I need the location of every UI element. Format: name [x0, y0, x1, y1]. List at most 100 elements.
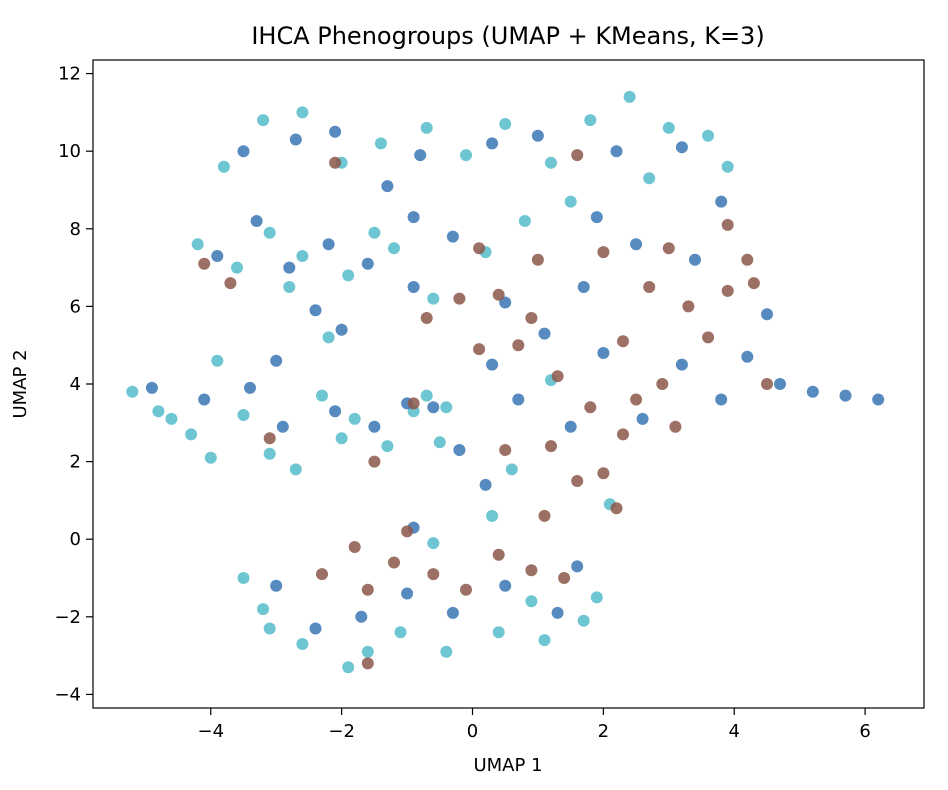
scatter-point-s2-18 [597, 246, 610, 259]
scatter-point-s1-32 [675, 358, 688, 371]
scatter-point-s2-16 [492, 288, 505, 301]
scatter-point-s0-59 [335, 432, 348, 445]
x-tick-label: 4 [729, 721, 740, 742]
scatter-point-s0-4 [237, 409, 250, 421]
scatter-point-s0-9 [381, 440, 394, 453]
y-tick-label: 0 [70, 529, 81, 550]
scatter-point-s1-40 [689, 253, 701, 266]
scatter-point-s1-53 [335, 323, 348, 336]
scatter-point-s2-41 [571, 149, 584, 162]
scatter-point-s1-38 [872, 393, 885, 406]
scatter-point-s0-0 [126, 385, 139, 398]
scatter-point-s1-54 [270, 354, 283, 367]
scatter-point-s2-28 [525, 564, 538, 577]
scatter-point-s0-48 [440, 401, 453, 414]
scatter-point-s0-8 [348, 412, 361, 425]
scatter-point-s0-62 [525, 595, 538, 608]
scatter-point-s2-17 [531, 253, 544, 266]
chart-title: IHCA Phenogroups (UMAP + KMeans, K=3) [251, 22, 764, 50]
scatter-point-s0-26 [460, 149, 472, 162]
scatter-point-s0-55 [518, 215, 531, 227]
scatter-point-s0-38 [342, 661, 355, 674]
y-tick-label: 4 [70, 374, 81, 395]
scatter-point-s0-3 [211, 354, 224, 367]
scatter-point-s1-11 [361, 257, 374, 270]
scatter-point-s1-46 [401, 587, 414, 600]
y-tick-label: 10 [58, 141, 81, 162]
scatter-point-s1-8 [250, 215, 263, 227]
scatter-point-s0-15 [296, 250, 309, 262]
scatter-point-s1-18 [486, 137, 499, 150]
scatter-point-s0-28 [545, 156, 557, 169]
scatter-point-s0-21 [257, 114, 270, 127]
scatter-point-s1-45 [355, 610, 368, 623]
scatter-point-s2-7 [747, 277, 760, 290]
scatter-point-s0-2 [185, 428, 198, 441]
scatter-point-s1-13 [446, 230, 459, 243]
scatter-point-s2-30 [316, 568, 328, 581]
scatter-point-s2-22 [761, 378, 773, 390]
scatter-point-s1-29 [564, 420, 577, 433]
scatter-point-s0-57 [165, 412, 178, 425]
scatter-point-s1-55 [407, 281, 420, 293]
scatter-point-s0-5 [263, 447, 276, 460]
scatter-point-s1-34 [741, 350, 754, 363]
scatter-point-s0-47 [433, 436, 446, 449]
y-tick-label: 8 [70, 219, 81, 240]
scatter-point-s0-1 [152, 405, 165, 418]
scatter-point-s1-31 [636, 412, 649, 425]
scatter-point-s0-52 [283, 281, 296, 293]
y-tick-label: 2 [70, 452, 81, 473]
y-tick-label: 6 [70, 296, 81, 317]
scatter-point-s1-57 [512, 393, 525, 406]
scatter-point-s2-4 [643, 281, 656, 293]
x-tick-label: 0 [467, 721, 478, 742]
scatter-point-s2-38 [224, 277, 237, 290]
scatter-point-s0-58 [204, 451, 217, 464]
scatter-point-s2-10 [617, 428, 629, 441]
scatter-point-s1-23 [427, 401, 440, 414]
x-tick-label: 2 [598, 721, 609, 742]
scatter-point-s2-6 [721, 284, 734, 297]
scatter-point-s1-20 [610, 145, 623, 158]
scatter-point-s0-44 [590, 591, 603, 604]
scatter-point-s1-35 [774, 378, 786, 390]
scatter-point-s0-34 [643, 172, 656, 185]
scatter-point-s0-33 [721, 160, 734, 173]
scatter-point-s1-3 [276, 420, 289, 433]
x-axis: −4 −2 0 2 4 6 [198, 708, 871, 742]
scatter-point-s1-5 [368, 420, 381, 433]
scatter-point-s0-54 [368, 226, 381, 239]
scatter-point-s1-41 [630, 238, 643, 251]
scatter-point-s2-37 [198, 257, 211, 270]
scatter-point-s1-49 [551, 606, 564, 619]
scatter-point-s0-20 [217, 160, 230, 173]
scatter-point-s1-10 [322, 238, 335, 251]
scatter-point-s2-47 [610, 502, 623, 515]
scatter-point-s2-20 [721, 218, 734, 231]
scatter-point-s0-22 [296, 106, 309, 119]
scatter-point-s2-23 [348, 541, 361, 553]
scatter-point-s2-24 [388, 556, 400, 569]
scatter-point-s2-19 [662, 242, 675, 255]
scatter-point-s0-14 [263, 226, 276, 239]
scatter-point-s1-36 [806, 385, 819, 398]
scatter-point-s2-5 [682, 300, 695, 313]
scatter-point-s2-11 [571, 475, 584, 487]
scatter-point-s0-60 [257, 603, 270, 616]
scatter-point-s1-21 [675, 141, 688, 154]
scatter-point-s0-29 [584, 114, 597, 127]
scatter-point-s2-39 [329, 156, 342, 169]
scatter-point-s0-56 [564, 195, 577, 208]
y-tick-label: −4 [54, 684, 81, 705]
scatter-point-s0-40 [440, 645, 453, 658]
scatter-point-s1-4 [329, 405, 342, 418]
scatter-point-s1-7 [211, 250, 224, 262]
scatter-point-s1-15 [289, 133, 302, 146]
scatter-point-s0-11 [420, 389, 433, 402]
scatter-point-s1-22 [715, 195, 728, 208]
scatter-point-s0-12 [191, 238, 204, 251]
scatter-point-s0-24 [374, 137, 387, 150]
scatter-point-s2-32 [401, 525, 414, 538]
